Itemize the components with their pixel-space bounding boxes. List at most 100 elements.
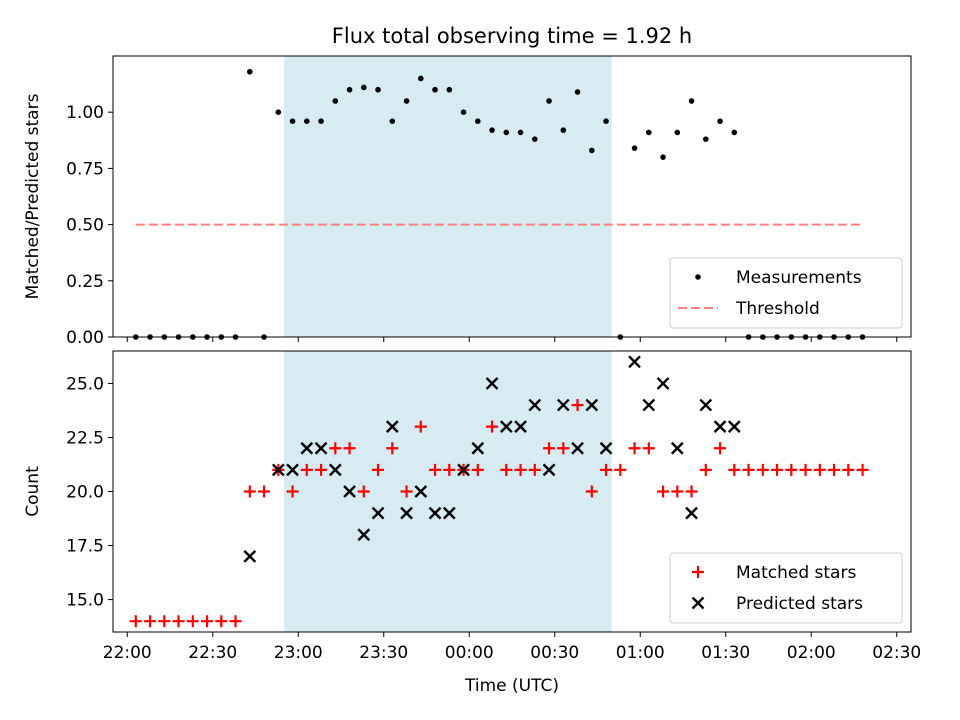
measurements-point [503,129,510,136]
matched-stars-point [628,442,641,455]
measurements-point [446,86,453,93]
x-tick-label: 22:00 [103,643,152,663]
predicted-stars-point [286,463,299,477]
matched-stars-point [514,463,527,476]
plot-frame [112,55,912,338]
matched-stars-point [201,615,214,628]
matched-stars-point [685,485,698,498]
measurements-point [432,86,438,93]
x-tick-label: 23:30 [359,643,408,663]
measurements-point [574,89,581,95]
matched-stars-point [557,442,570,455]
measurements-point [646,129,652,136]
matched-stars-point [258,485,271,498]
matched-stars-point [243,485,256,498]
measurements-point [731,129,738,136]
measurements-point [631,145,638,151]
measurements-point [332,98,339,104]
measurements-point [717,118,723,124]
x-tick-label: 01:30 [701,643,750,663]
y-tick-label: 0.00 [66,328,104,348]
matched-stars-point [215,615,228,628]
matched-stars-point [500,463,513,476]
predicted-stars-point [599,441,613,455]
legend-label: Measurements [736,268,862,288]
measurements-point [560,127,567,133]
chart-title: Flux total observing time = 1.92 h [332,24,692,48]
legend: Matched stars Predicted stars [669,552,903,624]
plot-frame [112,350,912,633]
measurements-point [489,127,495,133]
matched-stars-point [429,463,442,476]
predicted-stars-point [485,377,499,390]
matched-stars-point [343,442,356,455]
legend-label: Predicted stars [736,594,863,614]
matched-stars-point [357,485,370,498]
predicted-stars-point [628,355,641,369]
x-tick-label: 00:00 [445,643,494,663]
matched-stars-point [158,615,171,628]
predicted-stars-point [713,420,727,434]
predicted-stars-point [514,420,527,434]
legend-marker [695,274,701,280]
y-tick-label: 25.0 [66,374,104,394]
matched-stars-point [600,463,613,476]
predicted-stars-point [328,463,342,477]
y-tick-label: 20.0 [66,483,104,503]
measurements-point [460,109,467,115]
matched-stars-point [129,615,142,628]
matched-stars-point [585,485,598,498]
predicted-stars-point [499,420,513,434]
predicted-stars-point [556,398,570,412]
x-tick-label: 23:00 [274,643,323,663]
measurements-point [589,147,595,154]
measurements-point [532,136,538,142]
legend-box [669,552,903,624]
matched-stars-point [300,463,313,476]
measurements-point [603,118,609,124]
top-panel-ratio: 0.00 0.25 0.50 0.75 1.00 Matched/Predicted st… [23,55,912,348]
x-axis-label: Time (UTC) [464,676,559,696]
legend-box [669,257,903,329]
x-tick-label: 22:30 [188,643,237,663]
matched-stars-point [728,463,741,476]
predicted-stars-point [656,377,670,390]
predicted-stars-point [685,506,698,520]
predicted-stars-point [642,398,656,412]
matched-stars-point [486,420,499,433]
matched-stars-point [443,463,456,476]
measurements-point [517,129,524,136]
matched-stars-point [771,463,784,476]
matched-stars-point [714,442,727,455]
bottom-panel-count: 15.0 17.5 20.0 22.5 25.0 22:00 22:30 23:00 23:30… [23,350,921,663]
matched-stars-point [813,463,826,476]
matched-stars-point [842,463,855,476]
measurements-point [660,154,666,160]
matched-stars-point [543,442,556,455]
measurements-point [289,118,296,124]
matched-stars-point [372,463,385,476]
predicted-stars-point [314,441,328,455]
y-tick-label: 17.5 [66,537,104,557]
x-tick-label: 02:30 [872,643,921,663]
predicted-stars-point [343,485,356,498]
predicted-stars-point [571,441,584,455]
matched-stars-point [642,442,655,455]
predicted-stars-point [699,398,713,412]
legend-marker [692,566,704,578]
predicted-stars-point [585,398,599,412]
matched-stars-point [657,485,670,498]
x-tick-label: 02:00 [787,643,836,663]
predicted-stars-point [357,528,371,542]
matched-stars-point [856,463,869,476]
matched-stars-point [386,442,399,455]
matched-stars-point [414,420,427,433]
legend: Measurements Threshold [669,257,903,329]
predicted-stars-point [300,441,314,455]
measurements-point [304,118,310,124]
matched-stars-point [828,463,841,476]
measurements-point [389,118,396,124]
legend-label: Matched stars [736,563,856,583]
predicted-stars-point [371,506,385,520]
